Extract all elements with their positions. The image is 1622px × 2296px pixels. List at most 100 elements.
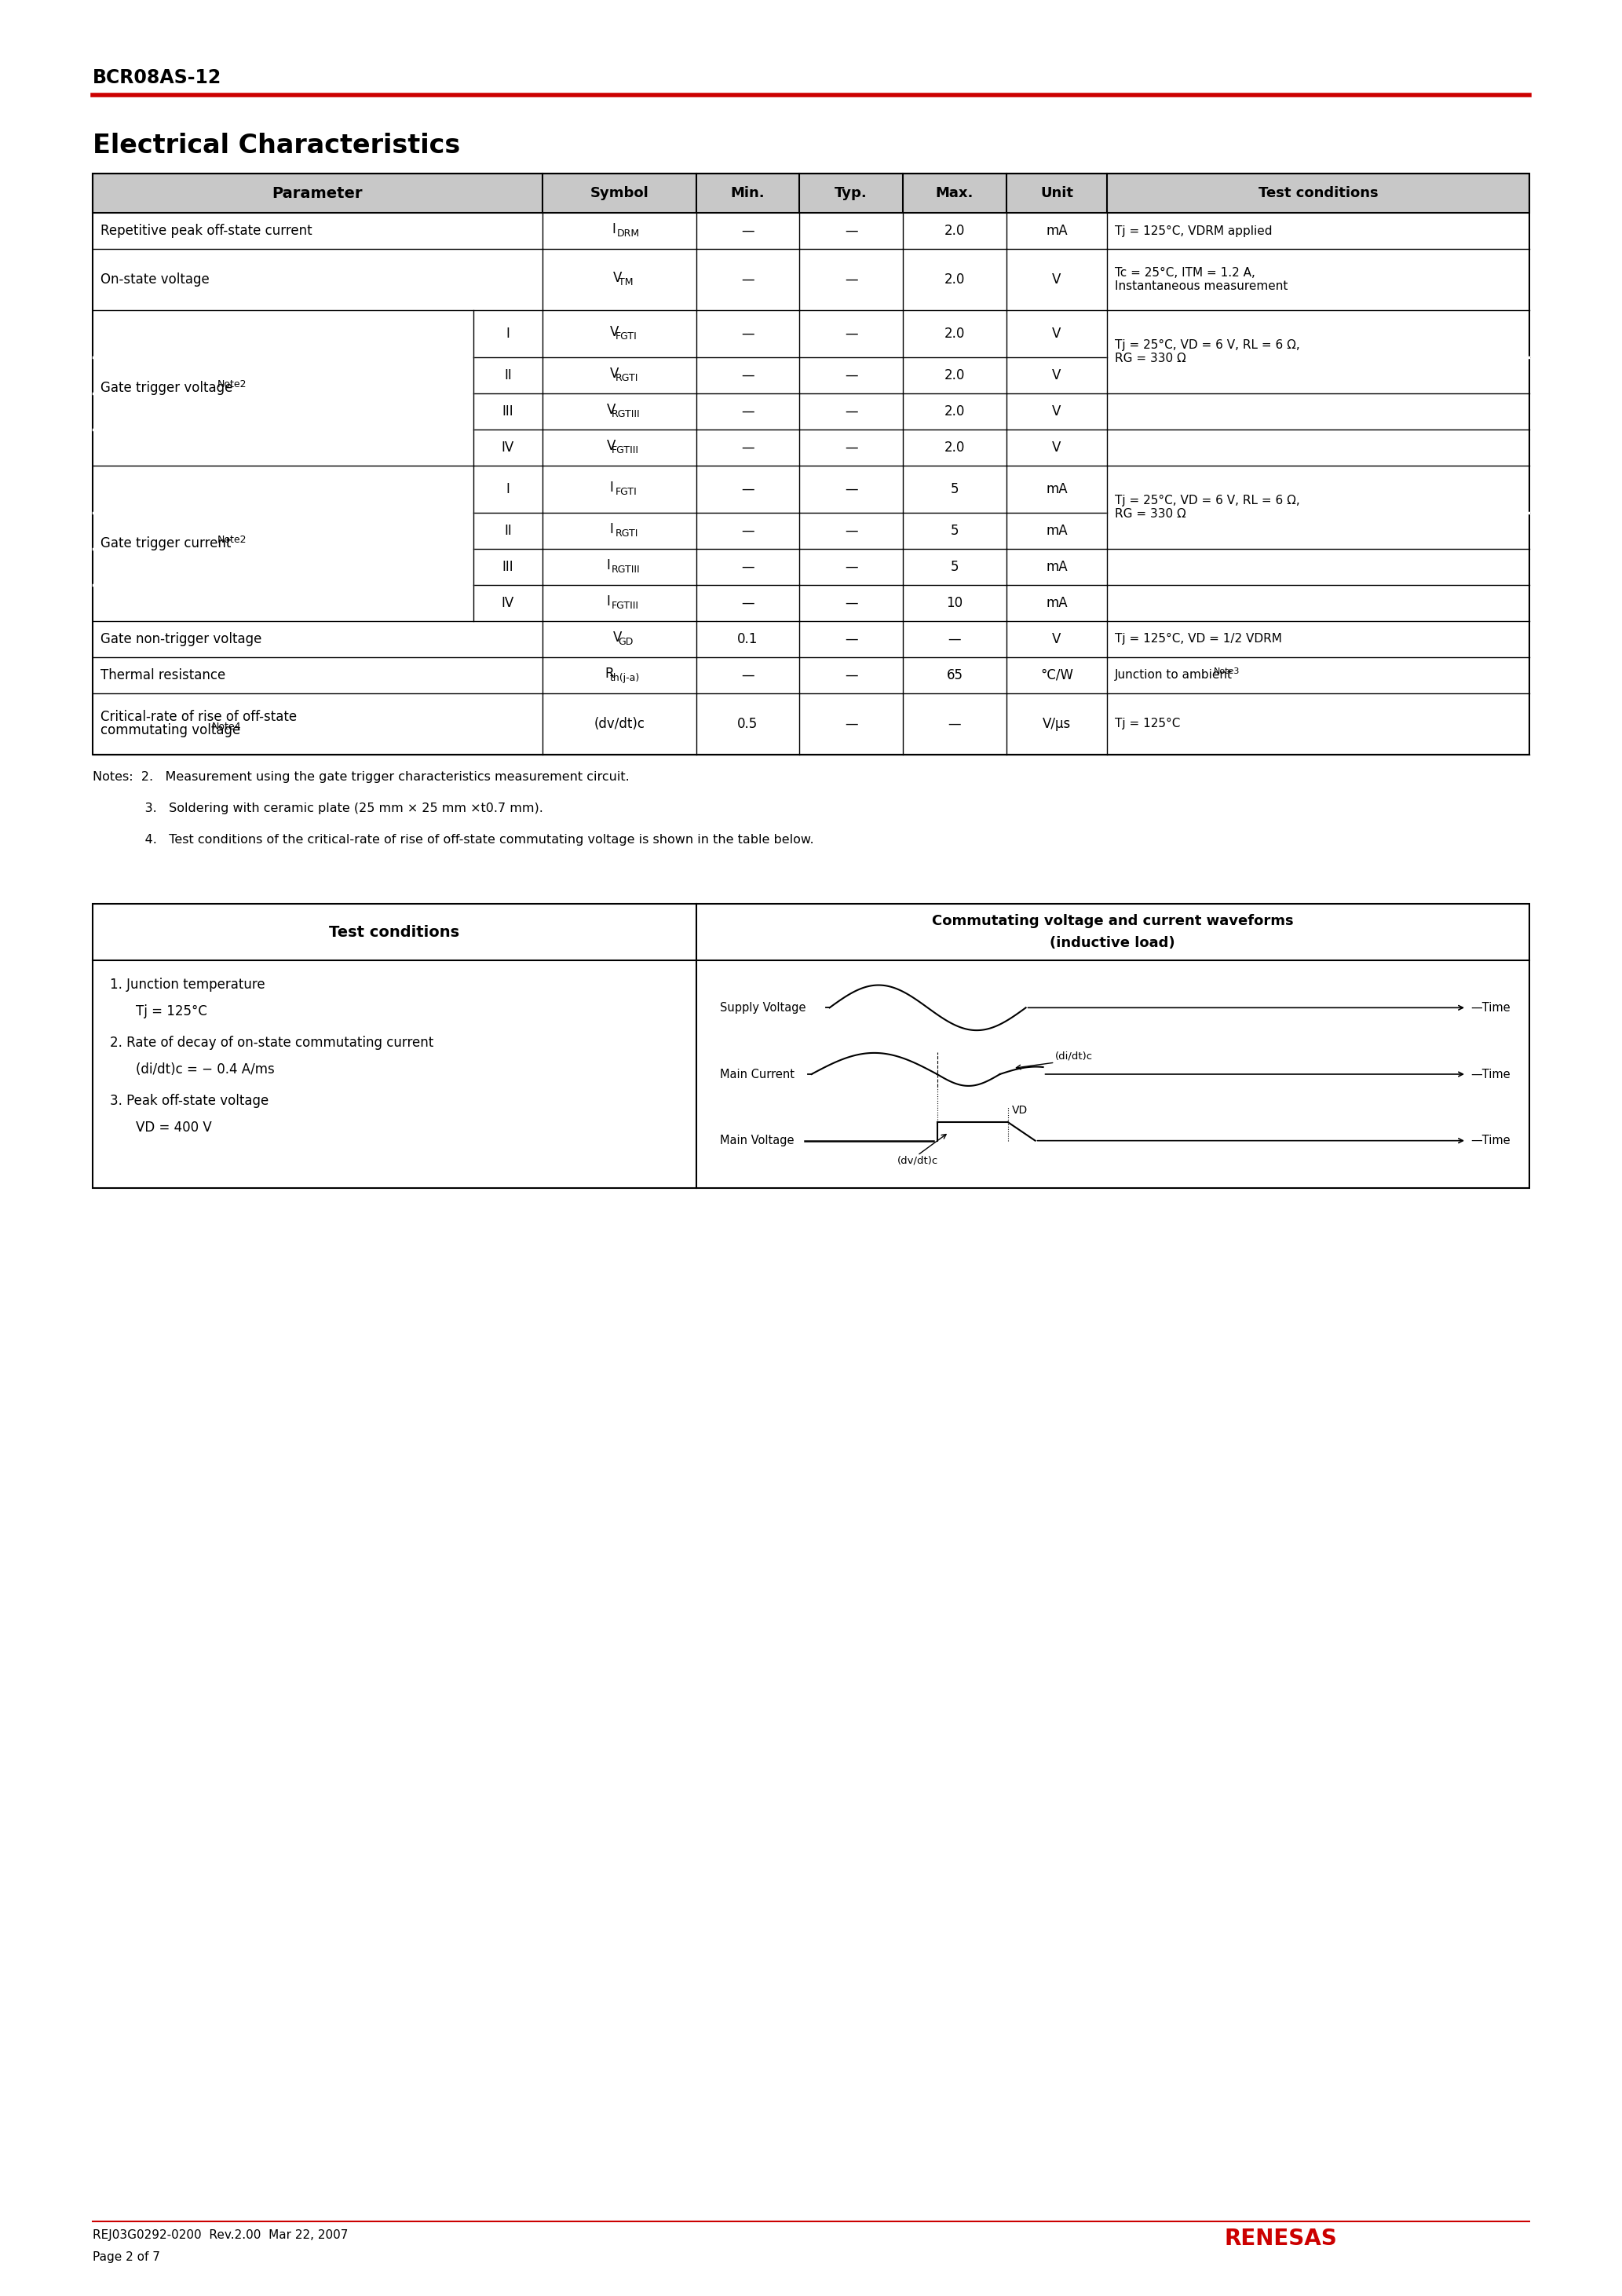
Text: Min.: Min.: [730, 186, 766, 200]
Text: 2.0: 2.0: [944, 223, 965, 239]
Text: —Time: —Time: [1471, 1134, 1510, 1146]
Text: V: V: [1053, 273, 1061, 287]
Text: Thermal resistance: Thermal resistance: [101, 668, 225, 682]
Text: FGTI: FGTI: [615, 487, 637, 496]
Text: V: V: [610, 367, 618, 381]
Text: I: I: [610, 521, 613, 537]
Text: 5: 5: [950, 560, 959, 574]
Text: V: V: [1053, 441, 1061, 455]
Text: V: V: [613, 631, 623, 645]
Text: Gate trigger voltage: Gate trigger voltage: [101, 381, 232, 395]
Text: Gate non-trigger voltage: Gate non-trigger voltage: [101, 631, 261, 645]
Bar: [92, 174, 1530, 214]
Text: V: V: [607, 402, 615, 418]
Text: —: —: [845, 223, 858, 239]
Text: —: —: [741, 597, 754, 611]
Text: —: —: [845, 367, 858, 383]
Text: 3.   Soldering with ceramic plate (25 mm × 25 mm ×t0.7 mm).: 3. Soldering with ceramic plate (25 mm ×…: [92, 801, 543, 813]
Text: R: R: [605, 666, 613, 680]
Text: BCR08AS-12: BCR08AS-12: [92, 69, 222, 87]
Text: GD: GD: [618, 636, 634, 647]
Text: I: I: [607, 558, 610, 572]
Text: commutating voltage: commutating voltage: [101, 723, 240, 737]
Text: RG = 330 Ω: RG = 330 Ω: [1114, 354, 1186, 365]
Text: 10: 10: [946, 597, 963, 611]
Text: Tj = 125°C, VD = 1/2 VDRM: Tj = 125°C, VD = 1/2 VDRM: [1114, 634, 1281, 645]
Text: —: —: [845, 668, 858, 682]
Text: II: II: [504, 523, 511, 537]
Text: —: —: [845, 631, 858, 645]
Text: REJ03G0292-0200  Rev.2.00  Mar 22, 2007: REJ03G0292-0200 Rev.2.00 Mar 22, 2007: [92, 2229, 349, 2241]
Text: 1. Junction temperature: 1. Junction temperature: [110, 978, 264, 992]
Text: Tj = 25°C, VD = 6 V, RL = 6 Ω,: Tj = 25°C, VD = 6 V, RL = 6 Ω,: [1114, 496, 1299, 507]
Text: Main Current: Main Current: [720, 1068, 795, 1079]
Text: III: III: [503, 404, 514, 418]
Text: —: —: [949, 716, 962, 730]
Text: (di/dt)c = − 0.4 A/ms: (di/dt)c = − 0.4 A/ms: [136, 1063, 274, 1077]
Text: DRM: DRM: [616, 230, 639, 239]
Text: °C/W: °C/W: [1040, 668, 1074, 682]
Text: Main Voltage: Main Voltage: [720, 1134, 793, 1146]
Text: —: —: [741, 367, 754, 383]
Text: th(j-a): th(j-a): [610, 673, 641, 684]
Text: V: V: [1053, 326, 1061, 340]
Text: —: —: [741, 441, 754, 455]
Text: Typ.: Typ.: [835, 186, 868, 200]
Text: TM: TM: [618, 278, 633, 287]
Text: Parameter: Parameter: [272, 186, 363, 200]
Text: RGTIII: RGTIII: [611, 409, 641, 420]
Text: RGTIII: RGTIII: [611, 565, 641, 574]
Text: Note4: Note4: [211, 721, 242, 732]
Text: —: —: [949, 631, 962, 645]
Text: III: III: [503, 560, 514, 574]
Text: Max.: Max.: [936, 186, 973, 200]
Text: Tc = 25°C, ITM = 1.2 A,: Tc = 25°C, ITM = 1.2 A,: [1114, 266, 1255, 280]
Text: 2.0: 2.0: [944, 441, 965, 455]
Text: —: —: [741, 404, 754, 418]
Text: 0.5: 0.5: [738, 716, 757, 730]
Text: —: —: [845, 326, 858, 340]
Text: Test conditions: Test conditions: [1259, 186, 1379, 200]
Text: mA: mA: [1046, 223, 1067, 239]
Text: 2.0: 2.0: [944, 326, 965, 340]
Text: I: I: [610, 480, 613, 494]
Text: Symbol: Symbol: [590, 186, 649, 200]
Text: 2.0: 2.0: [944, 404, 965, 418]
Text: —: —: [741, 668, 754, 682]
Text: mA: mA: [1046, 597, 1067, 611]
Text: IV: IV: [501, 441, 514, 455]
Text: —: —: [741, 560, 754, 574]
Text: mA: mA: [1046, 523, 1067, 537]
Text: RENESAS: RENESAS: [1225, 2227, 1338, 2250]
Text: Note3: Note3: [1213, 668, 1239, 675]
Text: VD: VD: [1012, 1104, 1028, 1116]
Text: —: —: [741, 326, 754, 340]
Text: Tj = 125°C: Tj = 125°C: [1114, 719, 1181, 730]
Text: —: —: [741, 523, 754, 537]
Text: 5: 5: [950, 523, 959, 537]
Text: I: I: [506, 326, 509, 340]
Text: —: —: [845, 441, 858, 455]
Text: I: I: [506, 482, 509, 496]
Text: Electrical Characteristics: Electrical Characteristics: [92, 133, 461, 158]
Text: —: —: [741, 273, 754, 287]
Bar: [92, 174, 1530, 755]
Text: I: I: [611, 223, 615, 236]
Text: —: —: [845, 597, 858, 611]
Text: Critical-rate of rise of off-state: Critical-rate of rise of off-state: [101, 709, 297, 723]
Text: (dv/dt)c: (dv/dt)c: [897, 1155, 938, 1166]
Text: V: V: [1053, 404, 1061, 418]
Text: I: I: [607, 595, 610, 608]
Text: RGTI: RGTI: [615, 528, 637, 540]
Text: Supply Voltage: Supply Voltage: [720, 1001, 806, 1013]
Text: IV: IV: [501, 597, 514, 611]
Text: V: V: [1053, 367, 1061, 383]
Text: 5: 5: [950, 482, 959, 496]
Text: Unit: Unit: [1040, 186, 1074, 200]
Text: (inductive load): (inductive load): [1049, 937, 1176, 951]
Text: Junction to ambient: Junction to ambient: [1114, 668, 1233, 682]
Text: FGTI: FGTI: [615, 331, 637, 342]
Text: Tj = 125°C: Tj = 125°C: [136, 1003, 208, 1019]
Text: 2. Rate of decay of on-state commutating current: 2. Rate of decay of on-state commutating…: [110, 1035, 433, 1049]
Text: RGTI: RGTI: [615, 372, 637, 383]
